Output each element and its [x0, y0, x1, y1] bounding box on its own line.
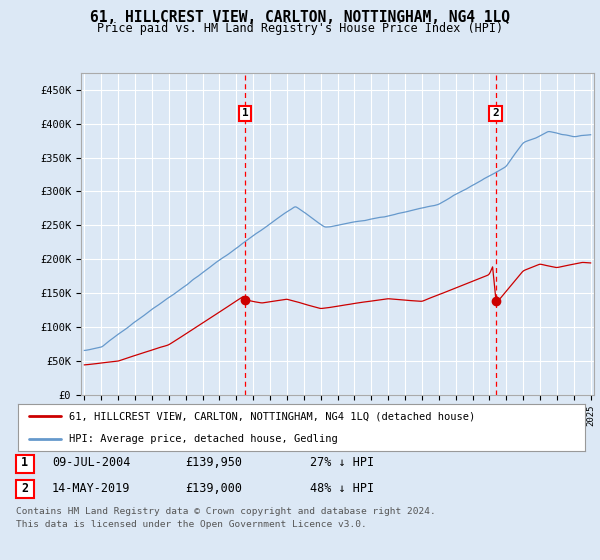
Text: Contains HM Land Registry data © Crown copyright and database right 2024.
This d: Contains HM Land Registry data © Crown c… [16, 507, 436, 529]
Text: 1: 1 [242, 109, 248, 119]
Text: HPI: Average price, detached house, Gedling: HPI: Average price, detached house, Gedl… [69, 434, 338, 444]
Text: 09-JUL-2004: 09-JUL-2004 [52, 456, 130, 469]
FancyBboxPatch shape [16, 479, 34, 497]
Text: £139,000: £139,000 [185, 482, 242, 494]
Text: 1: 1 [21, 456, 28, 469]
Text: 14-MAY-2019: 14-MAY-2019 [52, 482, 130, 494]
FancyBboxPatch shape [16, 455, 34, 473]
Text: 2: 2 [21, 482, 28, 494]
Text: 48% ↓ HPI: 48% ↓ HPI [310, 482, 374, 494]
Text: 2: 2 [492, 109, 499, 119]
Text: 27% ↓ HPI: 27% ↓ HPI [310, 456, 374, 469]
Text: 61, HILLCREST VIEW, CARLTON, NOTTINGHAM, NG4 1LQ (detached house): 61, HILLCREST VIEW, CARLTON, NOTTINGHAM,… [69, 412, 475, 422]
Text: 61, HILLCREST VIEW, CARLTON, NOTTINGHAM, NG4 1LQ: 61, HILLCREST VIEW, CARLTON, NOTTINGHAM,… [90, 10, 510, 25]
Text: Price paid vs. HM Land Registry's House Price Index (HPI): Price paid vs. HM Land Registry's House … [97, 22, 503, 35]
Text: £139,950: £139,950 [185, 456, 242, 469]
